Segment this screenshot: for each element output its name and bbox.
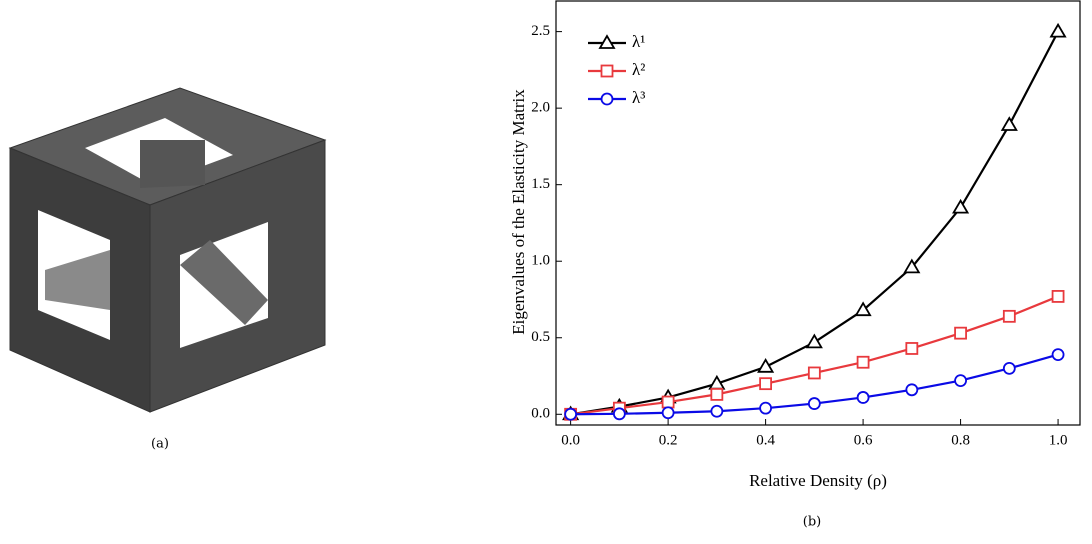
legend-marker [598, 34, 616, 49]
legend-label: λ¹ [632, 32, 645, 51]
marker [856, 355, 870, 369]
y-tick-label: 0.0 [531, 406, 550, 422]
marker [1051, 290, 1065, 303]
marker [661, 395, 675, 409]
x-tick-label: 0.6 [854, 432, 873, 448]
marker [807, 397, 821, 410]
marker [954, 326, 967, 340]
cube-illustration [8, 87, 327, 413]
marker [903, 258, 921, 274]
y-tick-label: 2.5 [531, 23, 550, 39]
y-tick-label: 0.5 [531, 329, 550, 345]
marker [1049, 22, 1067, 38]
marker [759, 401, 772, 415]
y-tick-label: 2.0 [531, 100, 550, 116]
marker [710, 404, 724, 418]
marker [856, 391, 870, 404]
marker [759, 377, 772, 391]
y-tick-label: 1.0 [531, 253, 550, 269]
y-tick-label: 1.5 [531, 176, 550, 192]
legend-marker [600, 64, 614, 78]
x-tick-label: 0.2 [659, 432, 678, 448]
marker [1000, 116, 1018, 131]
marker [1051, 348, 1065, 361]
caption: (a) [151, 437, 169, 452]
x-tick-label: 0.0 [561, 432, 580, 448]
marker [905, 342, 919, 355]
marker [661, 406, 675, 420]
x-tick-label: 1.0 [1049, 432, 1068, 448]
legend-marker [600, 92, 614, 106]
series-line [570, 295, 1059, 416]
marker [905, 383, 919, 397]
legend-label: λ³ [632, 88, 645, 107]
marker [710, 387, 724, 401]
marker [854, 301, 872, 317]
marker [564, 407, 578, 421]
caption: (b) [803, 515, 821, 530]
plot-frame [555, 0, 1081, 426]
marker [757, 358, 775, 373]
marker [954, 374, 967, 388]
x-tick-label: 0.4 [756, 432, 775, 448]
marker [612, 407, 626, 421]
marker [805, 333, 823, 349]
marker [952, 198, 970, 214]
marker [1002, 361, 1016, 375]
y-axis-label: Eigenvalues of the Elasticity Matrix [509, 89, 528, 335]
legend-label: λ² [632, 60, 645, 79]
marker [807, 366, 821, 380]
x-tick-label: 0.8 [951, 432, 970, 448]
marker [1002, 309, 1016, 323]
x-axis-label: Relative Density (ρ) [749, 471, 887, 490]
